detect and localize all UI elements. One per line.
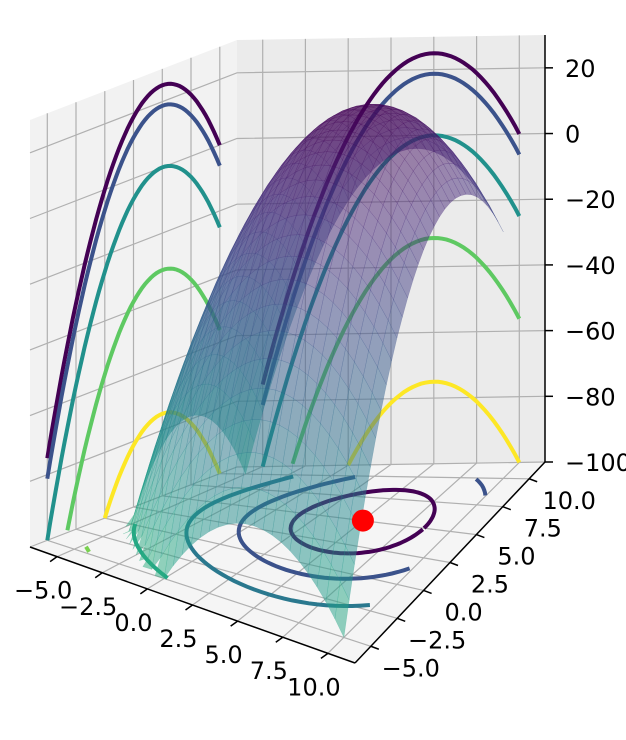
surface-patch (409, 232, 424, 265)
y-tick (423, 589, 432, 595)
surface-patch (403, 246, 419, 281)
x-tick-label: 2.5 (159, 625, 197, 653)
y-tick (449, 561, 459, 567)
x-tick (94, 572, 103, 579)
x-tick (49, 556, 58, 563)
y-tick-label: 5.0 (497, 543, 535, 571)
x-tick (230, 620, 239, 627)
z-tick-label: −80 (565, 383, 616, 411)
y-tick-label: −2.5 (408, 626, 466, 654)
x-tick-label: −5.0 (14, 577, 72, 605)
x-tick-label: 10.0 (287, 673, 340, 701)
x-tick-label: 7.5 (250, 657, 288, 685)
x-tick (139, 588, 148, 595)
y-tick-label: −5.0 (382, 654, 440, 682)
x-tick-label: 5.0 (205, 641, 243, 669)
surface-patch (441, 181, 456, 204)
surface-mesh (122, 104, 504, 639)
x-tick (185, 604, 193, 611)
x-tick-label: 0.0 (114, 609, 152, 637)
surface-patch (334, 580, 350, 639)
axes (29, 35, 553, 664)
contour-line (474, 477, 488, 496)
y-tick-label: 10.0 (542, 487, 595, 515)
contour-line (84, 545, 91, 553)
surface-patch (446, 178, 462, 199)
wall-curve (65, 266, 222, 531)
y-tick (502, 505, 512, 511)
z-tick-label: 0 (565, 121, 580, 149)
wall-curve (45, 81, 222, 459)
z-tick-label: −60 (565, 318, 616, 346)
wall-curve (45, 102, 222, 480)
wall-curve (45, 163, 222, 541)
y-tick (370, 645, 380, 650)
surface-patch (483, 196, 499, 222)
y-tick (528, 478, 538, 483)
x-tick (275, 636, 284, 643)
x-tick-label: −2.5 (59, 593, 117, 621)
surface-patch (339, 545, 355, 601)
tick-labels: −5.0−2.50.02.55.07.510.0−5.0−2.50.02.55.… (14, 55, 626, 701)
surface-patch (419, 208, 435, 238)
y-tick-label: 2.5 (471, 571, 509, 599)
y-tick-label: 0.0 (445, 598, 483, 626)
y-tick (396, 617, 406, 623)
y-tick-label: 7.5 (524, 515, 562, 543)
surface-patch (457, 177, 472, 196)
grid-line (29, 67, 546, 154)
surface-patch (387, 298, 403, 339)
minimum-marker (351, 509, 374, 532)
z-tick-label: −40 (565, 252, 616, 280)
y-tick (476, 533, 485, 539)
surface-patch (425, 199, 440, 227)
z-tick-label: −20 (565, 186, 616, 214)
z-tick-label: −100 (565, 449, 626, 477)
x-tick (320, 652, 329, 659)
marker-layer (351, 509, 374, 532)
z-tick-label: 20 (565, 55, 596, 83)
surface-patch (462, 178, 478, 198)
